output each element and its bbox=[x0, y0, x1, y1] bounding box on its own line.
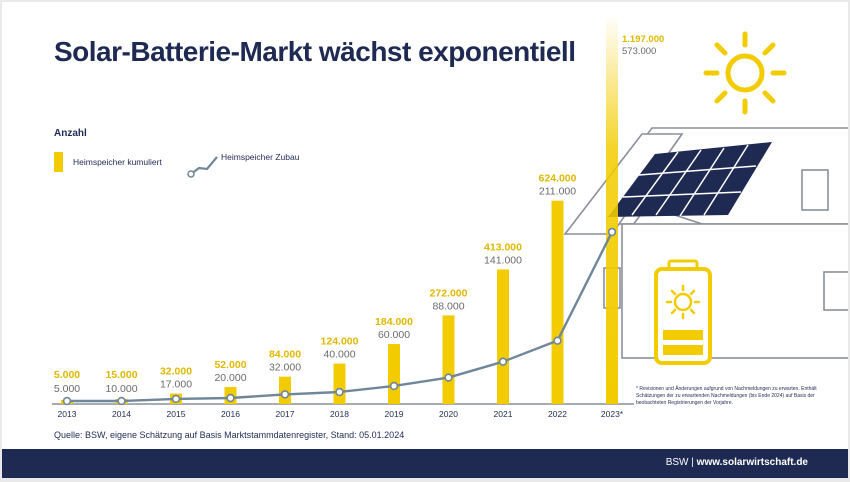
line-point-2014 bbox=[117, 396, 126, 406]
x-tick-label: 2019 bbox=[385, 409, 404, 419]
bar-2023* bbox=[606, 14, 618, 404]
bar-2020 bbox=[442, 315, 455, 404]
solar-panel-icon bbox=[608, 142, 772, 217]
bar-value-label: 624.000 bbox=[539, 173, 577, 185]
bar-value-label: 413.000 bbox=[484, 241, 522, 253]
line-point-2016 bbox=[226, 393, 235, 403]
bar-2021 bbox=[497, 269, 509, 404]
sun-icon bbox=[703, 31, 787, 115]
line-point-2015 bbox=[171, 394, 181, 404]
x-tick-label: 2015 bbox=[167, 409, 186, 419]
bar-value-label: 15.000 bbox=[105, 369, 137, 381]
bar-2022 bbox=[551, 200, 564, 404]
x-tick-label: 2022 bbox=[548, 409, 567, 419]
x-tick-label: 2023* bbox=[601, 409, 624, 419]
bar-value-label: 32.000 bbox=[160, 366, 192, 378]
line-value-label: 60.000 bbox=[378, 329, 410, 341]
line-point-2019 bbox=[389, 381, 399, 391]
line-value-label: 32.000 bbox=[269, 362, 301, 374]
line-value-label: 573.000 bbox=[622, 46, 656, 57]
line-point-2022 bbox=[553, 336, 562, 345]
line-value-label: 40.000 bbox=[323, 349, 355, 361]
line-value-label: 17.000 bbox=[160, 379, 192, 391]
x-tick-label: 2014 bbox=[112, 409, 131, 419]
line-point-2017 bbox=[280, 390, 290, 399]
x-tick-label: 2017 bbox=[276, 409, 295, 419]
line-value-label: 20.000 bbox=[214, 372, 246, 384]
bar-value-label: 52.000 bbox=[214, 359, 246, 371]
line-value-label: 211.000 bbox=[539, 186, 576, 198]
y-axis-label: Anzahl bbox=[54, 128, 87, 139]
x-tick-label: 2021 bbox=[494, 409, 513, 419]
line-point-2021 bbox=[498, 357, 508, 366]
line-value-label: 5.000 bbox=[54, 383, 80, 395]
x-tick-label: 2016 bbox=[221, 409, 240, 419]
line-point-2020 bbox=[444, 373, 453, 382]
legend-line: Heimspeicher Zubau bbox=[221, 152, 299, 162]
footer-bar: BSW | www.solarwirtschaft.de bbox=[2, 449, 848, 478]
legend-line-swatch bbox=[187, 156, 218, 178]
x-tick-label: 2013 bbox=[58, 409, 77, 419]
line-value-label: 141.000 bbox=[484, 254, 522, 266]
legend-bars-label: Heimspeicher kumuliert bbox=[73, 157, 162, 167]
bar-2019 bbox=[388, 344, 400, 404]
bar-value-label: 1.197.000 bbox=[622, 34, 664, 45]
line-point-2013 bbox=[62, 396, 72, 406]
bar-value-label: 272.000 bbox=[430, 287, 468, 299]
bar-value-label: 84.000 bbox=[269, 349, 301, 361]
line-value-label: 88.000 bbox=[432, 300, 464, 312]
x-tick-label: 2018 bbox=[330, 409, 349, 419]
footer-org: BSW bbox=[665, 457, 689, 468]
page-title: Solar-Batterie-Markt wächst exponentiell bbox=[54, 36, 576, 67]
legend-bars: Heimspeicher kumuliert bbox=[54, 152, 162, 172]
bar-2018 bbox=[333, 363, 346, 404]
battery-icon bbox=[654, 259, 712, 365]
bar-value-label: 184.000 bbox=[375, 316, 413, 328]
bar-value-label: 5.000 bbox=[54, 369, 80, 381]
footnote: * Revisionen und Änderungen aufgrund von… bbox=[636, 386, 817, 406]
legend-line-label: Heimspeicher Zubau bbox=[221, 152, 300, 162]
footer-text: BSW | www.solarwirtschaft.de bbox=[666, 457, 808, 468]
source-note: Quelle: BSW, eigene Schätzung auf Basis … bbox=[54, 430, 405, 440]
line-point-2023* bbox=[607, 227, 617, 237]
footer-separator: | bbox=[691, 457, 694, 468]
x-tick-label: 2020 bbox=[439, 409, 458, 419]
footer-url[interactable]: www.solarwirtschaft.de bbox=[696, 457, 808, 468]
legend-bar-swatch bbox=[54, 152, 63, 172]
line-point-2018 bbox=[335, 387, 344, 397]
line-value-label: 10.000 bbox=[105, 383, 137, 395]
bar-value-label: 124.000 bbox=[321, 336, 359, 348]
